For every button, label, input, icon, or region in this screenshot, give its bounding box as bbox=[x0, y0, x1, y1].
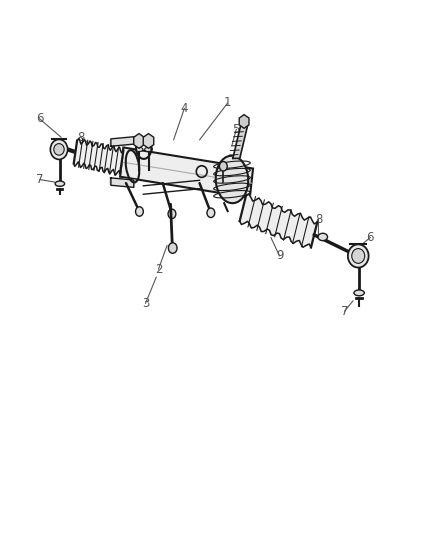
Circle shape bbox=[168, 243, 177, 253]
Ellipse shape bbox=[135, 147, 143, 151]
Ellipse shape bbox=[216, 156, 248, 203]
Polygon shape bbox=[240, 194, 317, 247]
Text: 2: 2 bbox=[155, 263, 162, 276]
Ellipse shape bbox=[318, 233, 328, 241]
Ellipse shape bbox=[352, 248, 365, 263]
Circle shape bbox=[219, 161, 227, 171]
Ellipse shape bbox=[54, 143, 64, 155]
Text: 8: 8 bbox=[77, 131, 84, 144]
Text: 1: 1 bbox=[224, 96, 231, 109]
Ellipse shape bbox=[354, 290, 364, 296]
Circle shape bbox=[168, 209, 176, 219]
Polygon shape bbox=[233, 126, 247, 158]
Polygon shape bbox=[110, 178, 134, 187]
Circle shape bbox=[135, 207, 143, 216]
Text: 3: 3 bbox=[142, 297, 149, 310]
Ellipse shape bbox=[55, 181, 65, 187]
Text: 4: 4 bbox=[180, 102, 188, 115]
Polygon shape bbox=[120, 148, 253, 198]
Ellipse shape bbox=[348, 244, 369, 268]
Ellipse shape bbox=[50, 140, 67, 159]
Text: 6: 6 bbox=[367, 231, 374, 244]
Polygon shape bbox=[74, 139, 124, 175]
Text: 7: 7 bbox=[36, 173, 43, 186]
Text: 8: 8 bbox=[315, 213, 322, 225]
Circle shape bbox=[207, 208, 215, 217]
Text: 5: 5 bbox=[233, 123, 240, 136]
Text: 6: 6 bbox=[36, 112, 43, 125]
Ellipse shape bbox=[145, 147, 152, 151]
Text: 9: 9 bbox=[276, 249, 283, 262]
Polygon shape bbox=[110, 138, 134, 146]
Text: 7: 7 bbox=[341, 305, 348, 318]
